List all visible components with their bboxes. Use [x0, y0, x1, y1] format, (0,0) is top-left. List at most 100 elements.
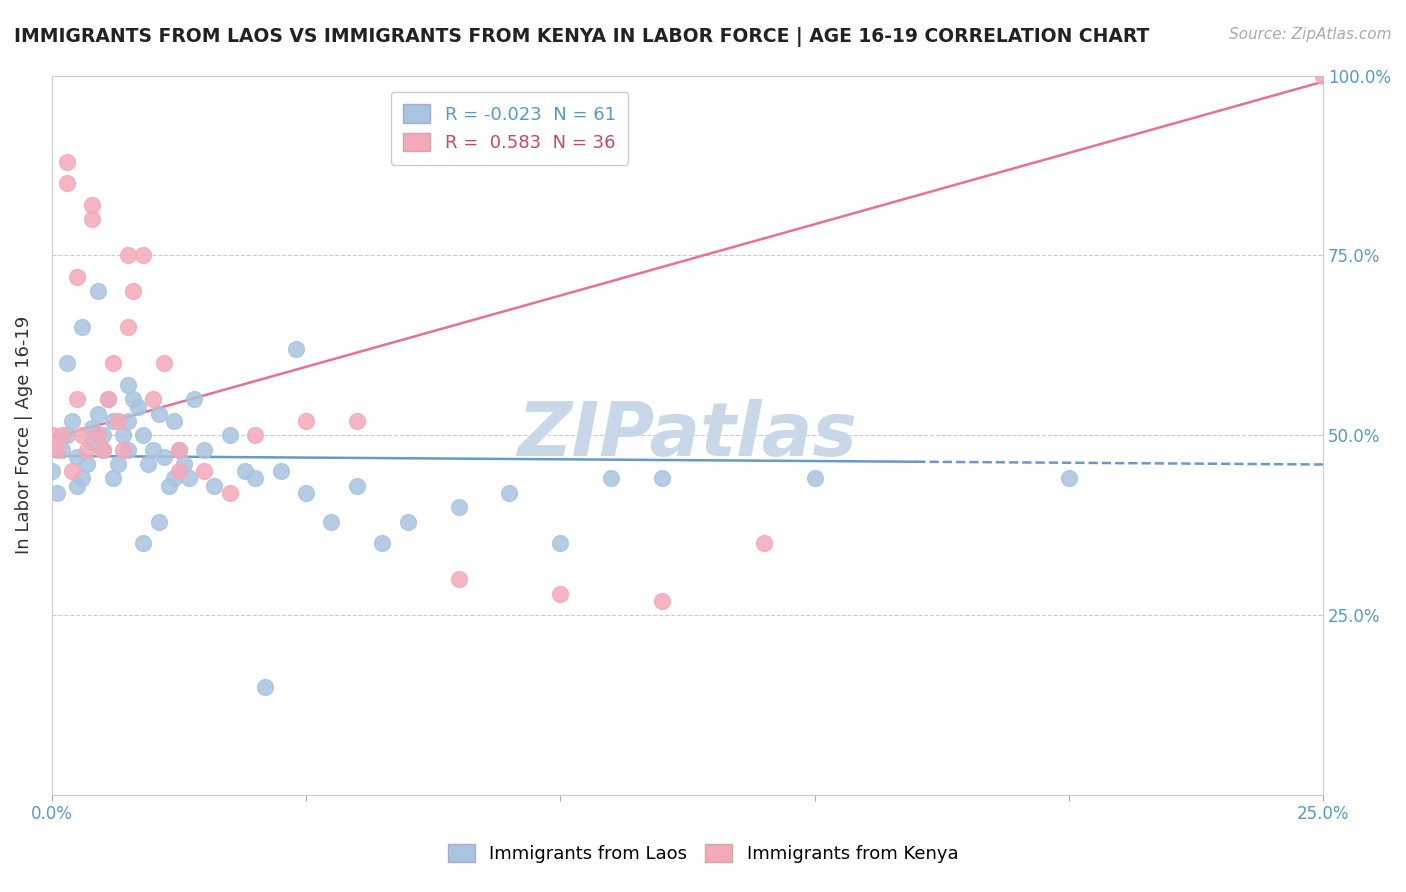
Point	[651, 471, 673, 485]
Point	[132, 428, 155, 442]
Point	[183, 392, 205, 407]
Point	[101, 471, 124, 485]
Point	[127, 400, 149, 414]
Point	[132, 248, 155, 262]
Point	[173, 457, 195, 471]
Point	[122, 392, 145, 407]
Point	[117, 320, 139, 334]
Y-axis label: In Labor Force | Age 16-19: In Labor Force | Age 16-19	[15, 316, 32, 555]
Point	[111, 442, 134, 457]
Point	[66, 450, 89, 464]
Point	[233, 464, 256, 478]
Point	[218, 428, 240, 442]
Point	[72, 471, 94, 485]
Point	[167, 442, 190, 457]
Point	[346, 478, 368, 492]
Point	[66, 392, 89, 407]
Point	[82, 421, 104, 435]
Point	[97, 392, 120, 407]
Point	[321, 515, 343, 529]
Point	[1312, 69, 1334, 83]
Point	[76, 457, 98, 471]
Point	[243, 471, 266, 485]
Point	[152, 356, 174, 370]
Point	[295, 414, 318, 428]
Point	[152, 450, 174, 464]
Point	[86, 428, 108, 442]
Point	[243, 428, 266, 442]
Point	[60, 464, 83, 478]
Point	[117, 378, 139, 392]
Point	[550, 586, 572, 600]
Point	[111, 428, 134, 442]
Point	[91, 442, 114, 457]
Point	[193, 442, 215, 457]
Point	[447, 500, 470, 515]
Point	[51, 442, 73, 457]
Point	[157, 478, 180, 492]
Point	[51, 428, 73, 442]
Point	[107, 457, 129, 471]
Point	[117, 248, 139, 262]
Point	[600, 471, 623, 485]
Point	[1057, 471, 1080, 485]
Point	[56, 177, 79, 191]
Point	[101, 414, 124, 428]
Text: IMMIGRANTS FROM LAOS VS IMMIGRANTS FROM KENYA IN LABOR FORCE | AGE 16-19 CORRELA: IMMIGRANTS FROM LAOS VS IMMIGRANTS FROM …	[14, 27, 1150, 46]
Point	[132, 536, 155, 550]
Point	[142, 442, 165, 457]
Point	[295, 486, 318, 500]
Point	[167, 442, 190, 457]
Point	[56, 428, 79, 442]
Point	[447, 572, 470, 586]
Point	[41, 464, 63, 478]
Point	[142, 392, 165, 407]
Point	[498, 486, 520, 500]
Point	[270, 464, 292, 478]
Point	[86, 285, 108, 299]
Point	[72, 320, 94, 334]
Point	[218, 486, 240, 500]
Point	[117, 414, 139, 428]
Point	[167, 464, 190, 478]
Point	[72, 428, 94, 442]
Point	[284, 342, 307, 356]
Point	[122, 285, 145, 299]
Point	[45, 486, 67, 500]
Point	[138, 457, 160, 471]
Text: ZIPatlas: ZIPatlas	[517, 399, 858, 472]
Point	[396, 515, 419, 529]
Point	[56, 356, 79, 370]
Point	[107, 414, 129, 428]
Point	[91, 442, 114, 457]
Point	[371, 536, 394, 550]
Point	[163, 414, 186, 428]
Point	[148, 515, 170, 529]
Point	[254, 680, 277, 694]
Point	[56, 154, 79, 169]
Point	[82, 212, 104, 227]
Point	[550, 536, 572, 550]
Point	[651, 594, 673, 608]
Point	[41, 428, 63, 442]
Point	[82, 198, 104, 212]
Text: Source: ZipAtlas.com: Source: ZipAtlas.com	[1229, 27, 1392, 42]
Point	[177, 471, 200, 485]
Legend: Immigrants from Laos, Immigrants from Kenya: Immigrants from Laos, Immigrants from Ke…	[437, 833, 969, 874]
Point	[117, 442, 139, 457]
Point	[148, 407, 170, 421]
Point	[193, 464, 215, 478]
Point	[752, 536, 775, 550]
Legend: R = -0.023  N = 61, R =  0.583  N = 36: R = -0.023 N = 61, R = 0.583 N = 36	[391, 92, 628, 165]
Point	[97, 392, 120, 407]
Point	[66, 478, 89, 492]
Point	[204, 478, 226, 492]
Point	[60, 414, 83, 428]
Point	[163, 471, 186, 485]
Point	[346, 414, 368, 428]
Point	[86, 407, 108, 421]
Point	[76, 442, 98, 457]
Point	[66, 270, 89, 285]
Point	[82, 435, 104, 450]
Point	[101, 356, 124, 370]
